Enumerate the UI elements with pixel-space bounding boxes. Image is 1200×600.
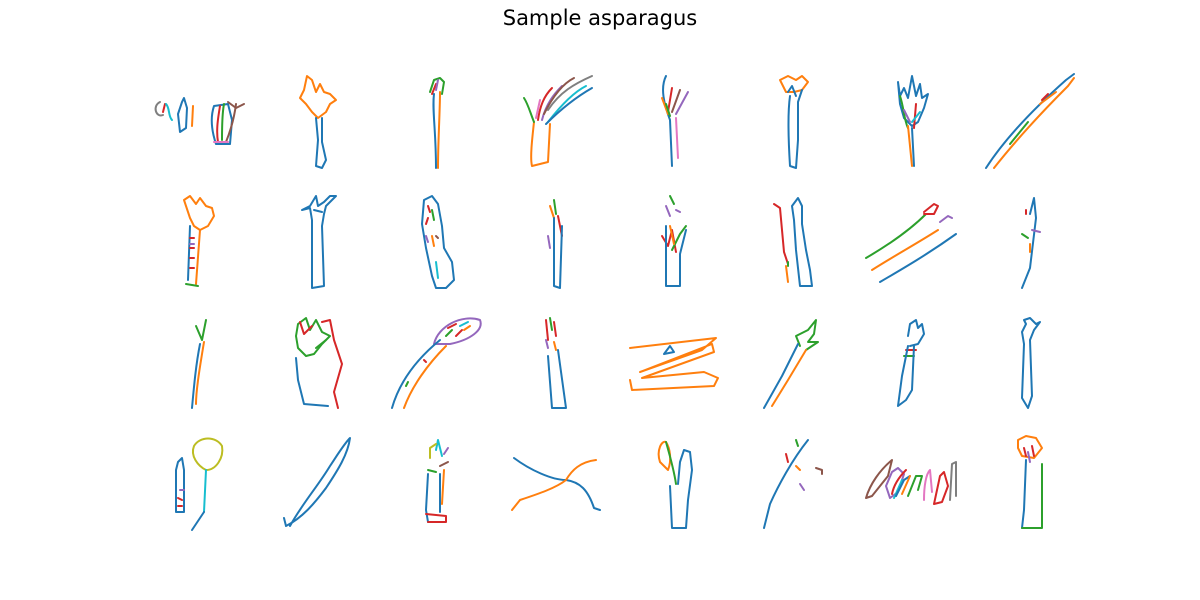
sketch-13 bbox=[661, 195, 687, 287]
sketch-3 bbox=[429, 77, 445, 169]
sketch-30 bbox=[763, 439, 823, 529]
sketch-6 bbox=[779, 75, 809, 169]
sketch-22 bbox=[763, 319, 819, 409]
sketch-29 bbox=[657, 440, 693, 529]
sketch-7 bbox=[897, 75, 929, 167]
sketch-24 bbox=[1021, 317, 1041, 409]
sketch-26 bbox=[283, 437, 351, 527]
sketch-18 bbox=[295, 317, 343, 409]
sketch-14 bbox=[773, 197, 813, 287]
sketch-28 bbox=[511, 457, 601, 511]
sketch-17 bbox=[191, 319, 207, 409]
sketch-12 bbox=[547, 199, 563, 289]
sketch-25 bbox=[175, 437, 224, 531]
sketch-27 bbox=[425, 439, 449, 523]
sketch-16 bbox=[1021, 197, 1041, 289]
sketch-32 bbox=[1017, 435, 1043, 529]
sketch-9 bbox=[183, 195, 215, 287]
sketch-23 bbox=[897, 319, 925, 407]
sketch-19 bbox=[391, 317, 482, 409]
sketch-31 bbox=[865, 459, 957, 505]
sketch-5 bbox=[661, 75, 689, 167]
sketch-21 bbox=[629, 337, 719, 391]
sketch-10 bbox=[301, 195, 337, 289]
sketch-8 bbox=[985, 73, 1075, 169]
sketch-20 bbox=[545, 317, 567, 409]
sketch-2 bbox=[299, 75, 337, 169]
sketch-15 bbox=[865, 203, 957, 283]
sketch-1 bbox=[154, 97, 245, 145]
figure-title: Sample asparagus bbox=[502, 6, 698, 30]
sketch-4 bbox=[523, 75, 593, 167]
sketch-11 bbox=[421, 195, 455, 289]
